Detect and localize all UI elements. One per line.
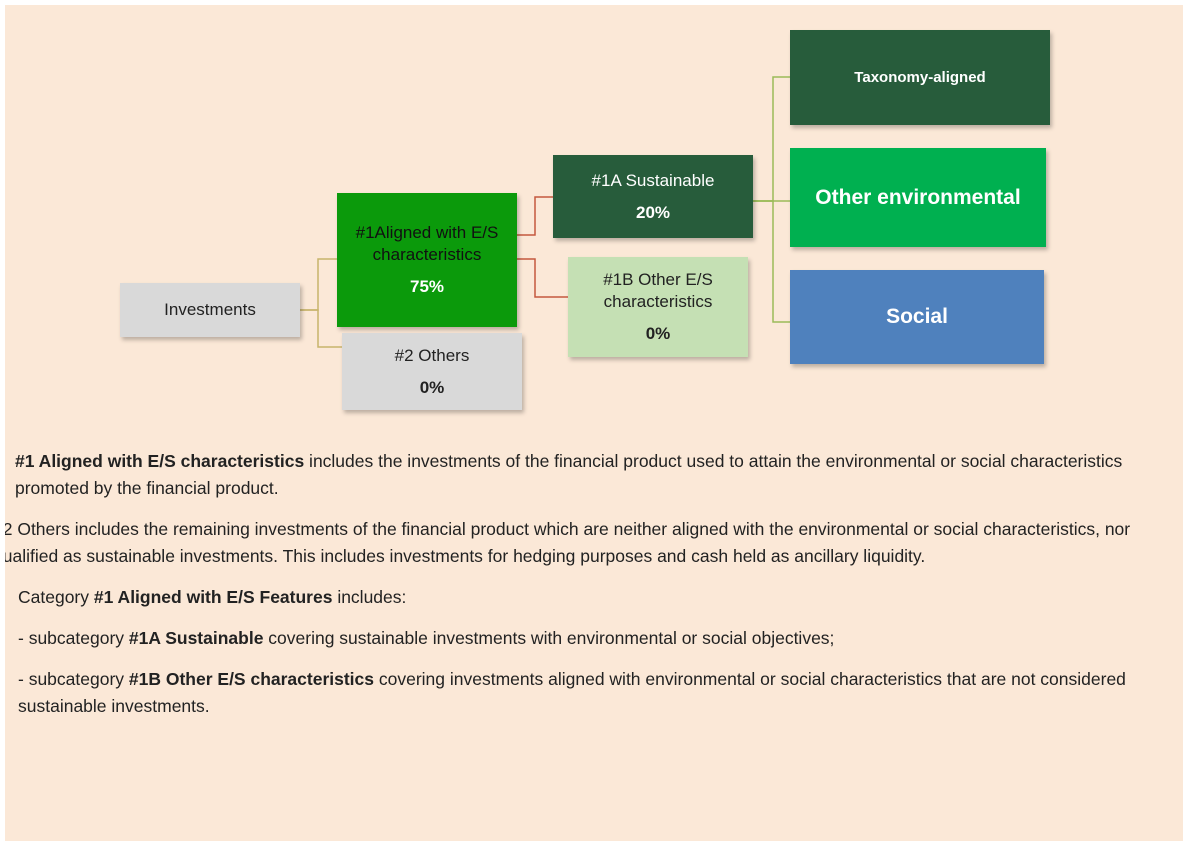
connectors — [300, 76, 790, 348]
node-label: #1A Sustainable — [591, 170, 715, 190]
text: covering investments aligned with enviro… — [18, 669, 1126, 716]
text: - subcategory — [18, 669, 129, 689]
connector — [753, 76, 790, 202]
node-value: 75% — [409, 277, 445, 296]
node-sustainable: #1A Sustainable 20% — [553, 155, 753, 238]
node-label: Social — [886, 305, 948, 328]
text: #2 Others includes the remaining investm… — [5, 519, 1131, 566]
paragraph: Category #1 Aligned with E/S Features in… — [18, 584, 1175, 611]
node-label: Investments — [164, 300, 256, 319]
node-value: 0% — [645, 324, 671, 343]
node-value: 0% — [419, 377, 445, 397]
node-label: Other environmental — [815, 185, 1021, 209]
text: covering sustainable investments with en… — [263, 628, 835, 648]
connector — [753, 200, 790, 323]
node-others: #2 Others 0% — [342, 333, 522, 410]
node-value: 20% — [635, 202, 671, 222]
connector — [300, 258, 337, 311]
node-investments: Investments — [120, 283, 300, 337]
node-social: Social — [790, 270, 1044, 364]
node-other-environmental: Other environmental — [790, 148, 1046, 247]
bold-text: #1 Aligned with E/S characteristics — [15, 451, 305, 471]
bold-text: #1A Sustainable — [128, 628, 264, 648]
node-label: Taxonomy-aligned — [854, 68, 986, 86]
node-label: #2 Others — [394, 345, 470, 365]
node-label: #1Aligned with E/S characteristics — [355, 223, 499, 264]
bold-text: #1 Aligned with E/S Features — [93, 587, 333, 607]
node-taxonomy: Taxonomy-aligned — [790, 30, 1050, 125]
text: includes the investments of the financia… — [15, 451, 1123, 498]
node-label: #1B Other E/S characteristics — [603, 270, 713, 311]
page: Investments #1Aligned with E/S character… — [5, 5, 1183, 841]
connector — [517, 196, 553, 236]
bold-text: #1B Other E/S characteristics — [128, 669, 375, 689]
text: Category — [18, 587, 94, 607]
paragraph: - subcategory #1B Other E/S characterist… — [18, 666, 1175, 720]
node-aligned: #1Aligned with E/S characteristics 75% — [337, 193, 517, 327]
text: includes: — [332, 587, 407, 607]
paragraph: - subcategory #1A Sustainable covering s… — [18, 625, 1175, 652]
connector — [300, 309, 342, 348]
connector — [517, 258, 568, 298]
text: - subcategory — [18, 628, 129, 648]
paragraph: #2 Others includes the remaining investm… — [5, 516, 1175, 570]
paragraph: #1 Aligned with E/S characteristics incl… — [15, 448, 1175, 502]
node-other-es: #1B Other E/S characteristics 0% — [568, 257, 748, 357]
definitions: #1 Aligned with E/S characteristics incl… — [5, 448, 1175, 734]
